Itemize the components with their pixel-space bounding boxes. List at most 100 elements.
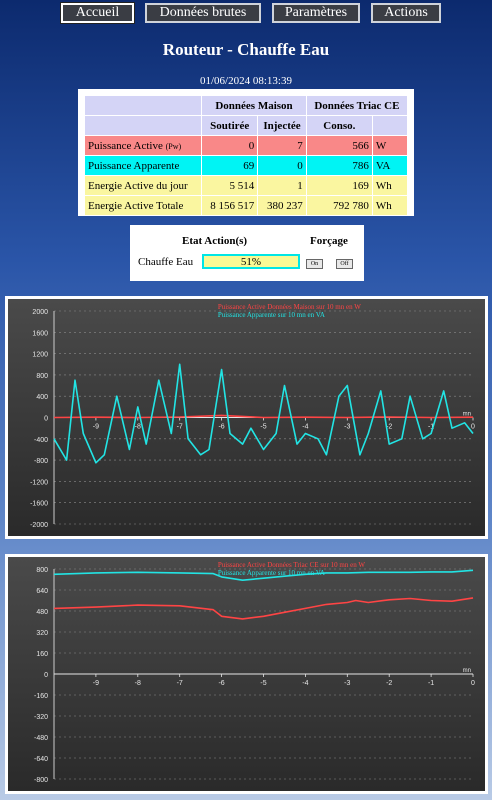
x-tick-label: -3	[344, 424, 350, 431]
cell-conso: 786	[306, 156, 372, 175]
cell-soutiree: 69	[202, 156, 258, 175]
x-tick-label: -9	[93, 424, 99, 431]
legend-label: Puissance Active Données Maison sur 10 m…	[218, 303, 361, 311]
y-tick-label: 0	[44, 672, 48, 679]
y-tick-label: -1600	[30, 501, 48, 508]
cell-injectee: 380 237	[258, 196, 306, 215]
chart-maison-frame: 2000 1600 1200 800 400 0 -400 -800 -1200 -1600 -20…	[5, 296, 488, 539]
chart-triac-frame: 800 640 480 320 160 0 -160 -320 -480 -640 -800 -9 -8…	[5, 554, 488, 794]
header-injectee: Injectée	[258, 116, 306, 135]
subheader-empty-cell	[85, 116, 202, 135]
series-line	[53, 363, 474, 464]
y-tick-label: 800	[36, 567, 48, 574]
header-conso: Conso.	[306, 116, 372, 135]
force-off-button[interactable]: Off	[336, 259, 353, 269]
series-line	[53, 597, 474, 620]
y-tick-label: 800	[36, 373, 48, 380]
series-line	[53, 414, 474, 419]
forcage-header: Forçage	[310, 235, 348, 247]
y-tick-label: -480	[34, 735, 48, 742]
action-state-panel: Etat Action(s) Forçage Chauffe Eau 51% O…	[130, 225, 364, 281]
chart-maison: 2000160012008004000-400-800-1200-1600-20…	[8, 299, 485, 536]
cell-conso: 566	[306, 136, 372, 155]
y-tick-label: 0	[44, 416, 48, 423]
cell-soutiree: 0	[202, 136, 258, 155]
x-unit-label: mn	[463, 412, 471, 418]
table-row: Puissance Active (Pw) 0 7 566 W	[85, 136, 407, 155]
cell-injectee: 0	[258, 156, 306, 175]
x-tick-label: -5	[260, 680, 266, 687]
x-tick-label: -8	[135, 680, 141, 687]
row-label: Energie Active Totale	[85, 196, 202, 215]
x-tick-label: -7	[177, 680, 183, 687]
cell-conso: 169	[306, 176, 372, 195]
nav-parametres-button[interactable]: Paramètres	[272, 3, 360, 23]
action-state-header: Etat Action(s)	[182, 235, 248, 247]
cell-unit: VA	[372, 156, 407, 175]
y-tick-label: -400	[34, 437, 48, 444]
header-donnees-maison: Données Maison	[202, 96, 306, 115]
y-tick-label: -160	[34, 693, 48, 700]
x-tick-label: -2	[386, 424, 392, 431]
x-tick-label: -4	[302, 424, 308, 431]
y-tick-label: 2000	[32, 309, 48, 316]
x-tick-label: -4	[302, 680, 308, 687]
datetime-display: 01/06/2024 08:13:39	[200, 75, 292, 87]
y-tick-label: 640	[36, 588, 48, 595]
cell-soutiree: 5 514	[202, 176, 258, 195]
cell-unit: Wh	[372, 196, 407, 215]
cell-unit: Wh	[372, 176, 407, 195]
y-tick-label: -2000	[30, 522, 48, 529]
nav-actions-button[interactable]: Actions	[371, 3, 441, 23]
series-line	[53, 569, 474, 581]
cell-unit: W	[372, 136, 407, 155]
header-unit-empty	[372, 116, 407, 135]
x-tick-label: -8	[135, 424, 141, 431]
page-title: Routeur - Chauffe Eau	[162, 40, 330, 59]
header-empty-cell	[85, 96, 202, 115]
force-on-button[interactable]: On	[306, 259, 323, 269]
header-soutiree: Soutirée	[202, 116, 258, 135]
y-tick-label: -320	[34, 714, 48, 721]
nav-donnees-brutes-button[interactable]: Données brutes	[145, 3, 261, 23]
legend-label: Puissance Apparente sur 10 mn en VA	[218, 311, 325, 319]
top-nav: Accueil Données brutes Paramètres Action…	[0, 3, 492, 25]
x-tick-label: -1	[428, 424, 434, 431]
power-data-panel: Données Maison Données Triac CE Soutirée…	[78, 89, 414, 216]
legend-label: Puissance Active Données Triac CE sur 10…	[218, 561, 365, 569]
header-donnees-triac: Données Triac CE	[306, 96, 407, 115]
legend-label: Puissance Apparente sur 10 mn en VA	[218, 569, 325, 577]
nav-accueil-button[interactable]: Accueil	[61, 3, 134, 23]
x-tick-label: 0	[471, 424, 475, 431]
x-tick-label: -6	[218, 424, 224, 431]
cell-soutiree: 8 156 517	[202, 196, 258, 215]
x-tick-label: -5	[260, 424, 266, 431]
cell-conso: 792 780	[306, 196, 372, 215]
x-tick-label: -9	[93, 680, 99, 687]
x-tick-label: -6	[218, 680, 224, 687]
y-tick-label: -1200	[30, 479, 48, 486]
cell-injectee: 7	[258, 136, 306, 155]
table-row: Energie Active Totale 8 156 517 380 237 …	[85, 196, 407, 215]
table-row: Puissance Apparente 69 0 786 VA	[85, 156, 407, 175]
x-tick-label: -2	[386, 680, 392, 687]
x-tick-label: -7	[177, 424, 183, 431]
y-tick-label: 1200	[32, 352, 48, 359]
x-tick-label: -1	[428, 680, 434, 687]
action-label: Chauffe Eau	[138, 256, 194, 268]
y-tick-label: 320	[36, 630, 48, 637]
row-label-suffix: (Pw)	[165, 141, 182, 151]
y-tick-label: 480	[36, 609, 48, 616]
table-row: Energie Active du jour 5 514 1 169 Wh	[85, 176, 407, 195]
y-tick-label: 400	[36, 394, 48, 401]
y-tick-label: -800	[34, 458, 48, 465]
y-tick-label: -640	[34, 756, 48, 763]
power-data-table: Données Maison Données Triac CE Soutirée…	[84, 95, 408, 216]
y-tick-label: 1600	[32, 330, 48, 337]
x-tick-label: 0	[471, 680, 475, 687]
row-label: Puissance Apparente	[85, 156, 202, 175]
action-percent-indicator: 51%	[202, 254, 300, 269]
row-label: Puissance Active (Pw)	[85, 136, 202, 155]
cell-injectee: 1	[258, 176, 306, 195]
x-tick-label: -3	[344, 680, 350, 687]
